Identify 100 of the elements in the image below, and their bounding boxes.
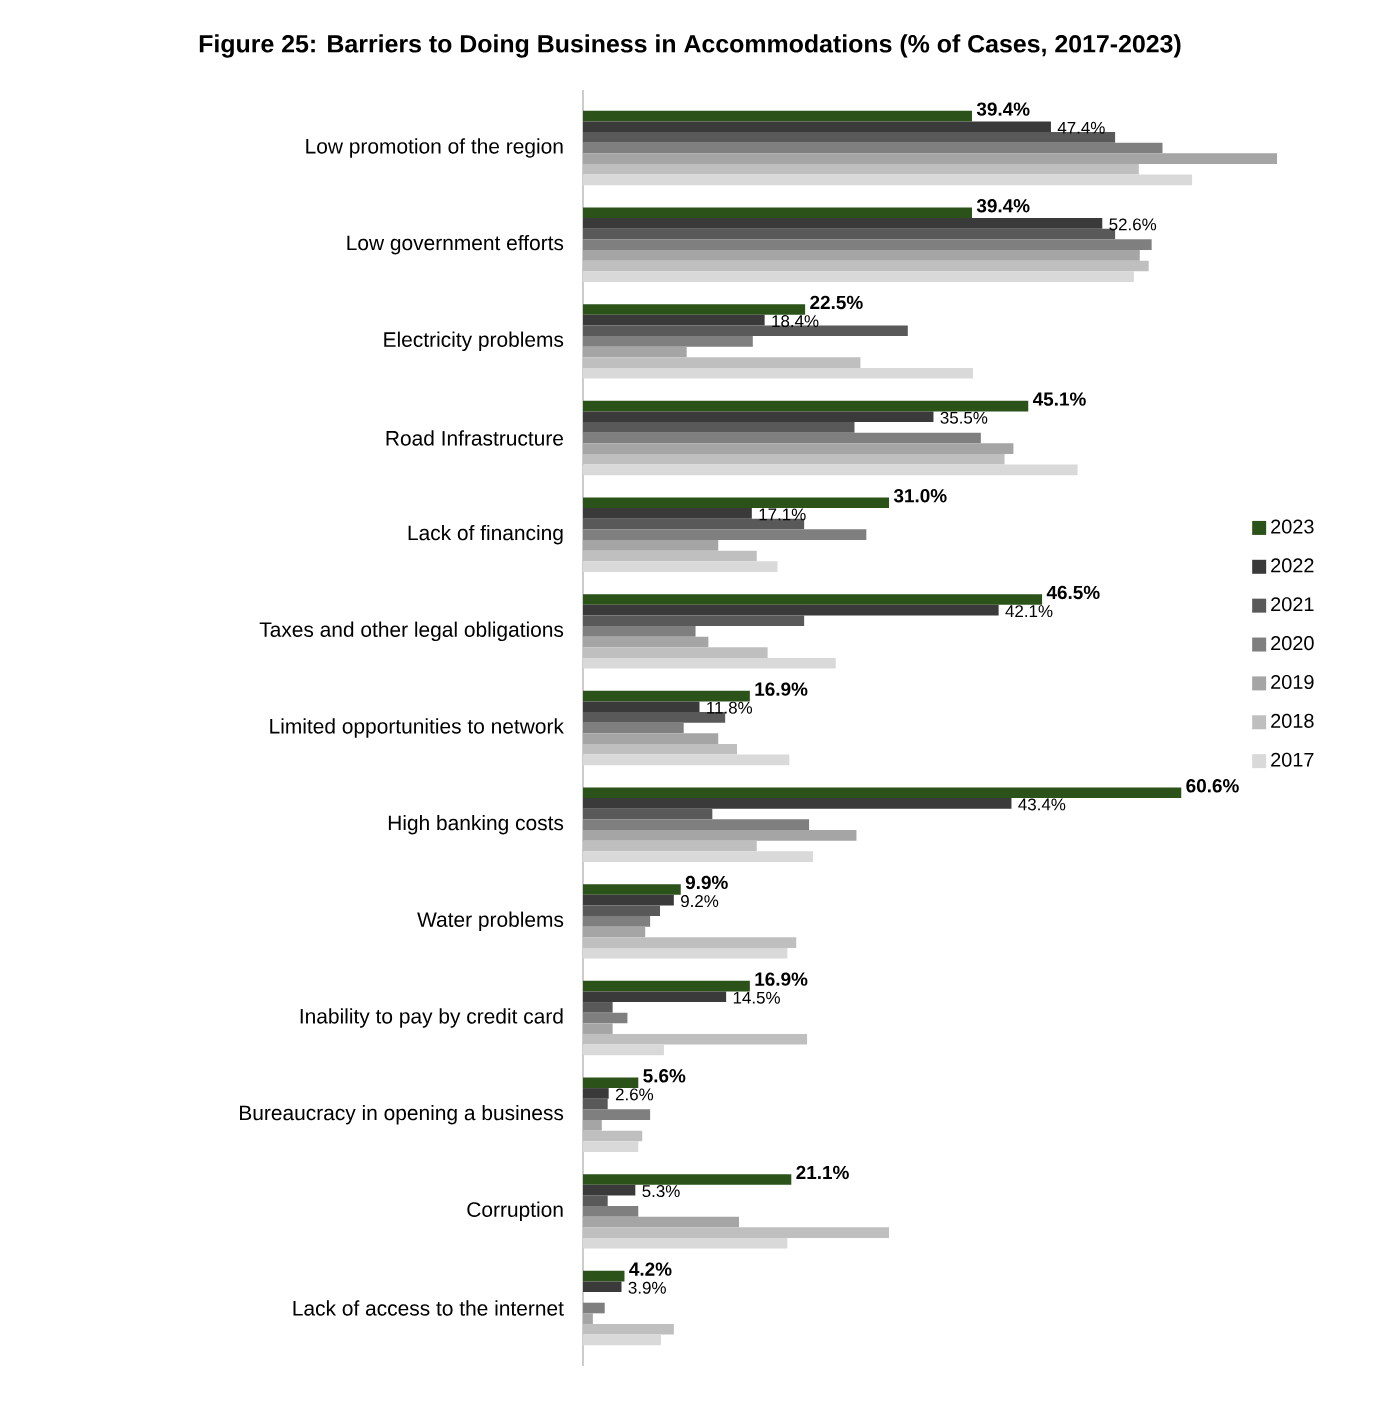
bar [583,840,757,852]
bar [583,884,681,895]
y-tick-label: Water problems [417,911,564,932]
bar [583,163,1139,175]
legend-label: 2020 [1271,636,1314,651]
bar [583,432,981,444]
bar [583,174,1193,186]
y-tick-label: Lack of financing [408,524,563,545]
bar [583,787,1182,799]
bar [583,142,1163,154]
bar [583,325,908,337]
data-label: 31.0% [893,489,947,503]
bar [583,453,1005,465]
y-tick-label: Low promotion of the region [306,138,563,158]
bar [583,926,646,938]
bar [583,121,1051,133]
data-label: 21.1% [796,1165,849,1180]
bar [583,701,700,713]
bar [583,1098,608,1110]
chart-title: Figure 25: Barriers to Doing Business in Accommodations (% of Cases, 2017-2023) [199,34,1181,58]
legend-label: 2021 [1271,597,1314,612]
bar [583,829,857,841]
bar [583,260,1149,272]
data-label: 16.9% [755,682,808,696]
bar [583,336,753,347]
bar [583,722,684,734]
bar [583,357,861,368]
y-tick-label: High banking costs [388,814,564,835]
bar [583,647,768,658]
data-label: 45.1% [1032,392,1086,406]
bar [583,1002,613,1013]
y-tick-label: Electricity problems [384,331,564,352]
bar [583,110,972,122]
bar [583,1227,890,1238]
bar [583,798,1012,809]
data-label: 5.3% [642,1185,680,1198]
bar [583,539,719,551]
bar [583,1130,643,1142]
bar [583,894,674,906]
bar [583,594,1043,605]
data-label: 39.4% [976,102,1030,116]
bar [583,916,651,927]
bar [583,529,867,540]
data-label: 46.5% [1046,585,1100,600]
data-label: 22.5% [810,295,863,310]
data-label: 4.2% [629,1262,672,1276]
data-label: 43.4% [1018,798,1066,811]
bar [583,249,1140,261]
bar [583,411,934,423]
bar [583,346,687,358]
data-label: 16.9% [755,972,808,986]
bar [583,808,713,820]
bar [583,636,709,648]
bar [583,626,696,637]
data-label: 2.6% [615,1088,654,1101]
y-tick-label: Limited opportunities to network [270,718,564,738]
bar [583,561,778,572]
bar [583,690,750,702]
bar [583,937,797,948]
bar [583,657,836,669]
bar [583,1313,593,1324]
bar [583,604,999,616]
legend-label: 2022 [1271,558,1314,573]
bar [583,1206,639,1217]
data-label: 47.4% [1057,121,1105,134]
data-label: 52.6% [1109,218,1157,231]
data-label: 42.1% [1005,605,1053,618]
data-label: 39.4% [976,199,1030,213]
bar [583,980,750,992]
bar [583,851,814,862]
bar [583,1120,602,1131]
bar [583,1323,674,1335]
data-label: 14.5% [733,991,780,1004]
bar [583,754,790,766]
data-label: 3.9% [628,1281,666,1294]
bar [583,400,1029,412]
data-label: 9.9% [685,875,728,890]
y-tick-label: Low government efforts [347,234,564,255]
y-tick-label: Corruption [467,1201,563,1222]
bar [583,1174,792,1185]
bar [583,1109,651,1120]
data-label: 5.6% [643,1069,686,1083]
bar [583,464,1078,476]
bar [583,1281,622,1293]
y-tick-label: Lack of access to the internet [293,1300,564,1316]
bar [583,1044,664,1056]
y-tick-label: Bureaucracy in opening a business [240,1104,564,1125]
bar [583,550,757,562]
bar [583,1270,625,1282]
bar [583,1216,739,1228]
y-tick-label: Inability to pay by credit card [300,1008,563,1028]
bar [583,271,1134,282]
data-label: 18.4% [772,315,819,328]
legend-label: 2018 [1271,713,1314,728]
bar [583,615,805,627]
bar [583,1023,613,1034]
bar [583,443,1014,454]
bar [583,239,1152,250]
bar [583,314,765,326]
bar [583,367,973,379]
